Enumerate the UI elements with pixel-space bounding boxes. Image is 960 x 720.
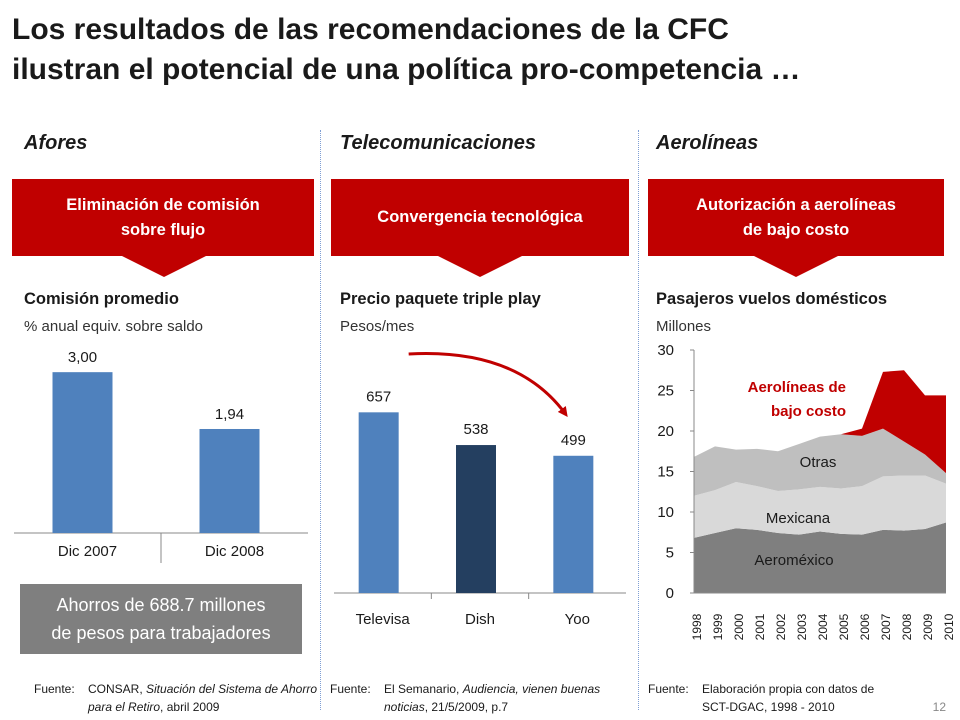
title-line-2: ilustran el potencial de una política pr… — [12, 53, 801, 86]
source-italic: Audiencia, vienen buenas noticias — [384, 682, 601, 714]
chart-subtitle-afores: Comisión promedio — [24, 290, 179, 308]
heading-aerolineas: Aerolíneas — [656, 132, 759, 154]
area-aerolíneas-de-bajo-costo — [694, 370, 946, 474]
x-tick-label: 2010 — [942, 613, 956, 640]
page-number: 12 — [932, 700, 946, 714]
source-telecom: Fuente: El Semanario, Audiencia, vienen … — [330, 680, 630, 716]
telecom-bar-chart: 657 Televisa 538 Dish 499 Yoo — [334, 352, 626, 628]
data-label: 3,00 — [68, 349, 97, 366]
box-line-1: Convergencia tecnológica — [377, 208, 583, 226]
bar-televisa — [358, 412, 399, 593]
afores-bar-chart: 3,00 Dic 2007 1,94 Dic 2008 — [14, 349, 308, 563]
aerolineas-area-chart: 0 5 10 15 20 25 30 1998 1999 2000 2001 2002 2003 2004… — [657, 342, 956, 640]
column-divider-1 — [320, 130, 321, 710]
series-label-mexicana: Mexicana — [766, 510, 831, 527]
x-tick-label: 2009 — [921, 613, 935, 640]
category-label: Dic 2007 — [58, 543, 117, 560]
savings-line-1: Ahorros de 688.7 millones — [56, 595, 266, 615]
x-tick-label: 2005 — [837, 613, 851, 640]
x-tick-label: 2007 — [879, 613, 893, 640]
source-text-2: , abril 2009 — [160, 700, 220, 714]
source-label: Fuente: — [34, 682, 75, 696]
y-tick-label: 10 — [657, 504, 674, 521]
y-tick-label: 20 — [657, 423, 674, 440]
annotation-line-1: Aerolíneas de — [748, 379, 846, 396]
savings-line-2: de pesos para trabajadores — [51, 623, 271, 643]
y-tick-label: 5 — [666, 545, 674, 562]
x-tick-label: 2004 — [816, 613, 830, 640]
x-tick-label: 2003 — [795, 613, 809, 640]
source-aerolineas: Fuente: Elaboración propia con datos de S… — [648, 680, 928, 716]
chart-subtitle-aerolineas: Pasajeros vuelos domésticos — [656, 290, 888, 308]
y-tick-label: 25 — [657, 383, 674, 400]
box-line-2: de bajo costo — [742, 220, 850, 239]
savings-box: Ahorros de 688.7 millones de pesos para … — [20, 584, 302, 654]
data-label: 1,94 — [215, 406, 244, 423]
source-label: Fuente: — [648, 682, 689, 696]
category-label: Yoo — [565, 611, 590, 628]
area-aeroméxico — [694, 522, 946, 593]
source-text: CONSAR, — [88, 682, 147, 696]
x-tick-label: 1999 — [711, 613, 725, 640]
bar-dic-2008 — [199, 428, 260, 533]
annotation-line-2: bajo costo — [771, 403, 846, 420]
arrow-down-icon — [436, 255, 524, 277]
data-label: 538 — [463, 421, 488, 438]
arrow-down-icon — [120, 255, 208, 277]
recommendation-box-afores: Eliminación de comisión sobre flujo — [12, 179, 314, 256]
series-label-aeromexico: Aeroméxico — [754, 552, 833, 569]
category-label: Dish — [465, 611, 495, 628]
x-tick-label: 2006 — [858, 613, 872, 640]
source-italic: Situación del Sistema de Ahorro para el … — [88, 682, 317, 714]
source-text: El Semanario, — [384, 682, 463, 696]
source-text-2: , 21/5/2009, p.7 — [424, 700, 509, 714]
chart-subtitle-telecom: Precio paquete triple play — [340, 290, 541, 308]
x-tick-label: 2000 — [732, 613, 746, 640]
arrow-down-icon — [752, 255, 840, 277]
box-line-2: sobre flujo — [120, 220, 206, 239]
bar-dish — [456, 445, 496, 593]
recommendation-box-aerolineas: Autorización a aerolíneas de bajo costo — [648, 179, 944, 256]
x-tick-label: 1998 — [690, 613, 704, 640]
chart-unit-telecom: Pesos/mes — [340, 318, 415, 335]
data-label: 499 — [561, 432, 586, 449]
bar-dic-2007 — [52, 372, 113, 533]
y-tick-label: 15 — [657, 464, 674, 481]
bar-yoo — [553, 455, 594, 593]
column-divider-2 — [638, 130, 639, 710]
x-tick-label: 2008 — [900, 613, 914, 640]
box-line-1: Autorización a aerolíneas — [696, 195, 896, 214]
title-line-1: Los resultados de las recomendaciones de… — [12, 13, 729, 46]
category-label: Televisa — [356, 611, 411, 628]
x-tick-label: 2001 — [753, 613, 767, 640]
area-otras — [694, 428, 946, 496]
y-tick-label: 30 — [657, 342, 674, 359]
heading-telecom: Telecomunicaciones — [340, 132, 536, 154]
heading-afores: Afores — [24, 132, 88, 154]
source-text-2: SCT-DGAC, 1998 - 2010 — [702, 700, 835, 714]
price-drop-arrow — [408, 352, 568, 417]
source-afores: Fuente: CONSAR, Situación del Sistema de… — [34, 680, 318, 716]
box-line-1: Eliminación de comisión — [66, 195, 260, 214]
area-mexicana — [694, 475, 946, 538]
category-label: Dic 2008 — [205, 543, 264, 560]
source-text: Elaboración propia con datos de — [702, 682, 875, 696]
recommendation-box-telecom: Convergencia tecnológica — [331, 179, 629, 256]
y-tick-label: 0 — [666, 585, 674, 602]
series-label-otras: Otras — [800, 454, 837, 471]
page-title: Los resultados de las recomendaciones de… — [12, 10, 942, 90]
x-tick-label: 2002 — [774, 613, 788, 640]
data-label: 657 — [366, 388, 391, 405]
source-label: Fuente: — [330, 682, 371, 696]
chart-unit-aerolineas: Millones — [656, 318, 712, 335]
chart-unit-afores: % anual equiv. sobre saldo — [24, 318, 204, 335]
